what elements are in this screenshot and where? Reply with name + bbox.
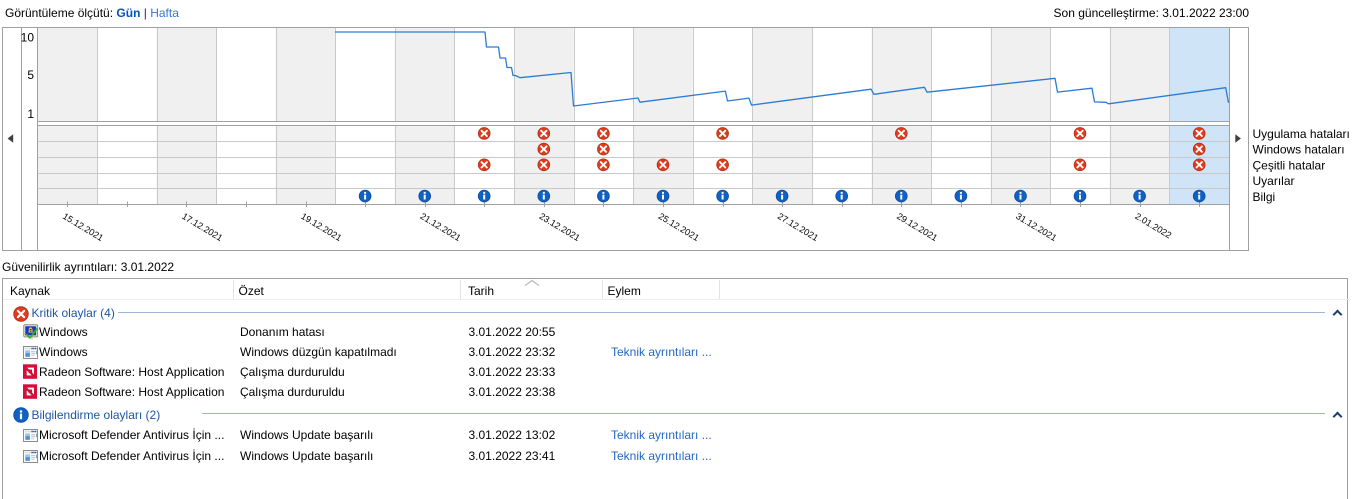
svg-text:10: 10 [21, 30, 35, 44]
svg-text:Uyarılar: Uyarılar [1253, 174, 1295, 188]
svg-text:31.12.2021: 31.12.2021 [1014, 211, 1058, 243]
svg-text:2.01.2022: 2.01.2022 [1133, 211, 1173, 240]
svg-text:Windows hataları: Windows hataları [1253, 143, 1345, 157]
svg-text:Uygulama hataları: Uygulama hataları [1253, 127, 1350, 141]
svg-text:19.12.2021: 19.12.2021 [299, 211, 343, 243]
svg-text:21.12.2021: 21.12.2021 [418, 211, 462, 243]
svg-text:15.12.2021: 15.12.2021 [61, 211, 105, 243]
svg-text:25.12.2021: 25.12.2021 [657, 211, 701, 243]
svg-text:23.12.2021: 23.12.2021 [538, 211, 582, 243]
svg-text:29.12.2021: 29.12.2021 [895, 211, 939, 243]
svg-text:1: 1 [27, 107, 34, 121]
svg-text:17.12.2021: 17.12.2021 [180, 211, 224, 243]
svg-text:5: 5 [27, 68, 34, 82]
svg-text:Çeşitli hatalar: Çeşitli hatalar [1253, 158, 1326, 172]
svg-text:Bilgi: Bilgi [1253, 190, 1276, 204]
svg-text:27.12.2021: 27.12.2021 [776, 211, 820, 243]
